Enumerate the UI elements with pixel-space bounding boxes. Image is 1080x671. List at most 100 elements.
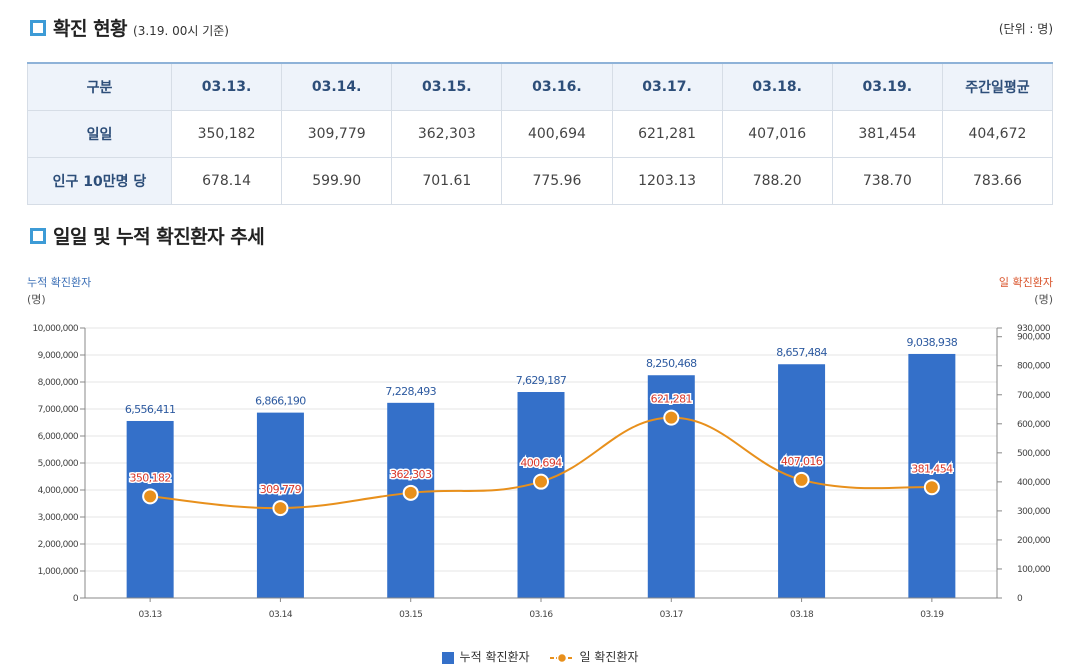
x-tick-label: 03.18 (790, 610, 814, 620)
section-icon (30, 228, 46, 244)
y-left-tick-label: 1,000,000 (38, 567, 79, 577)
legend-item-cumulative: 누적 확진환자 (441, 648, 530, 665)
table-cell: 701.61 (391, 157, 503, 205)
y-left-tick-label: 6,000,000 (38, 432, 79, 442)
bar (908, 353, 956, 598)
daily-point (272, 500, 289, 517)
section-icon (30, 20, 46, 36)
y-left-tick-label: 2,000,000 (38, 540, 79, 550)
table-cell: 738.70 (831, 157, 943, 205)
table-header-row: 구분 03.13. 03.14. 03.15. 03.16. 03.17. 03… (27, 62, 1054, 111)
table-cell: 775.96 (501, 157, 613, 205)
y-right-tick-label: 800,000 (1017, 362, 1051, 372)
table-row: 일일 350,182 309,779 362,303 400,694 621,2… (27, 110, 1054, 158)
chart-legend: 누적 확진환자 일 확진환자 (0, 648, 1080, 665)
daily-point (533, 473, 549, 490)
y-left-tick-label: 8,000,000 (38, 378, 79, 388)
daily-point (923, 479, 940, 496)
table-cell: 599.90 (281, 157, 393, 205)
x-tick-label: 03.19 (920, 610, 944, 620)
line-value-label: 407,016 (781, 455, 823, 468)
stats-table: 구분 03.13. 03.14. 03.15. 03.16. 03.17. 03… (27, 62, 1054, 205)
table-header-cell: 주간일평균 (941, 62, 1054, 111)
table-cell: 788.20 (721, 157, 833, 205)
table-cell: 404,672 (941, 110, 1054, 158)
chart-axes: 0 1,000,000 2,000,000 3,000,000 4,000,000 5,0… (32, 324, 1051, 620)
y-right-tick-label: 930,000 (1017, 324, 1051, 334)
y-right-tick-label: 300,000 (1017, 507, 1051, 517)
line-value-label: 309,779 (260, 483, 302, 496)
y-right-tick-label: 100,000 (1017, 565, 1051, 575)
bar (517, 392, 565, 598)
table-header-cell: 03.16. (501, 62, 613, 111)
y-right-tick-label: 700,000 (1017, 391, 1051, 401)
status-subtitle: (3.19. 00시 기준) (133, 24, 229, 38)
bar-value-label: 7,228,493 (385, 385, 436, 398)
bar-value-label: 8,250,468 (646, 357, 697, 370)
y-right-tick-label: 500,000 (1017, 449, 1051, 459)
y-right-tick-label: 600,000 (1017, 420, 1051, 430)
y-left-tick-label: 5,000,000 (38, 459, 79, 469)
bar-value-label: 7,629,187 (516, 374, 567, 387)
bar-swatch-icon (441, 651, 454, 664)
table-cell: 783.66 (941, 157, 1054, 205)
line-value-label: 381,454 (911, 462, 953, 475)
line-value-label: 350,182 (129, 471, 170, 484)
line-value-label: 621,281 (651, 393, 692, 406)
legend-label: 누적 확진환자 (459, 650, 530, 664)
line-swatch-icon (550, 652, 575, 663)
x-tick-label: 03.17 (660, 610, 683, 620)
bar-value-label: 8,657,484 (776, 346, 827, 359)
y-left-tick-label: 3,000,000 (38, 513, 79, 523)
table-cell: 621,281 (611, 110, 723, 158)
legend-label: 일 확진환자 (579, 650, 639, 664)
y-left-tick-label: 9,000,000 (38, 351, 79, 361)
combo-chart: 6,556,411 6,866,190 7,228,493 7,629,187 8,25… (32, 324, 1051, 620)
legend-item-daily: 일 확진환자 (549, 648, 638, 665)
table-header-cell: 03.19. (831, 62, 943, 111)
y-right-tick-label: 0 (1017, 594, 1023, 604)
x-tick-label: 03.16 (529, 610, 553, 620)
y-left-axis-unit: (명) (27, 293, 46, 306)
table-cell: 1203.13 (611, 157, 723, 205)
x-tick-label: 03.15 (399, 610, 422, 620)
y-left-tick-label: 10,000,000 (32, 324, 78, 334)
y-right-tick-label: 900,000 (1017, 333, 1051, 343)
y-right-tick-label: 400,000 (1017, 478, 1051, 488)
unit-label: (단위 : 명) (998, 22, 1053, 36)
table-header-cell: 03.18. (721, 62, 833, 111)
table-cell: 407,016 (721, 110, 833, 158)
daily-point (402, 484, 419, 501)
bar (126, 420, 174, 598)
daily-point (793, 471, 810, 488)
table-cell: 362,303 (391, 110, 503, 158)
bar-value-label: 6,556,411 (125, 403, 176, 416)
line-series (142, 409, 940, 517)
status-title: 확진 현황 (53, 18, 128, 40)
table-header-cell: 03.14. (281, 62, 393, 111)
y-left-tick-label: 0 (73, 594, 79, 604)
x-tick-label: 03.13 (139, 610, 162, 620)
table-header-cell: 03.13. (170, 62, 283, 111)
bar-value-label: 9,038,938 (907, 336, 958, 349)
row-label: 일일 (27, 110, 172, 158)
chart-section-title: 일일 및 누적 확진환자 추세 (53, 226, 265, 248)
daily-point (663, 409, 680, 426)
y-right-axis-title: 일 확진환자 (998, 276, 1053, 289)
table-row: 인구 10만명 당 678.14 599.90 701.61 775.96 12… (27, 157, 1054, 205)
table-cell: 381,454 (831, 110, 943, 158)
x-tick-label: 03.14 (269, 610, 293, 620)
y-left-axis-title: 누적 확진환자 (27, 276, 92, 289)
y-left-tick-label: 4,000,000 (38, 486, 79, 496)
y-right-tick-label: 200,000 (1017, 536, 1051, 546)
bar-series (126, 353, 956, 598)
page-title: 확진 현황 (3.19. 00시 기준) (53, 14, 229, 41)
daily-point (142, 488, 159, 505)
row-label: 인구 10만명 당 (27, 157, 172, 205)
y-right-axis-unit: (명) (1034, 293, 1053, 306)
bar (647, 375, 695, 598)
data-labels: 6,556,411 6,866,190 7,228,493 7,629,187 8,25… (125, 336, 958, 498)
table-cell: 400,694 (501, 110, 613, 158)
table-cell: 350,182 (170, 110, 283, 158)
bar-value-label: 6,866,190 (255, 395, 306, 408)
